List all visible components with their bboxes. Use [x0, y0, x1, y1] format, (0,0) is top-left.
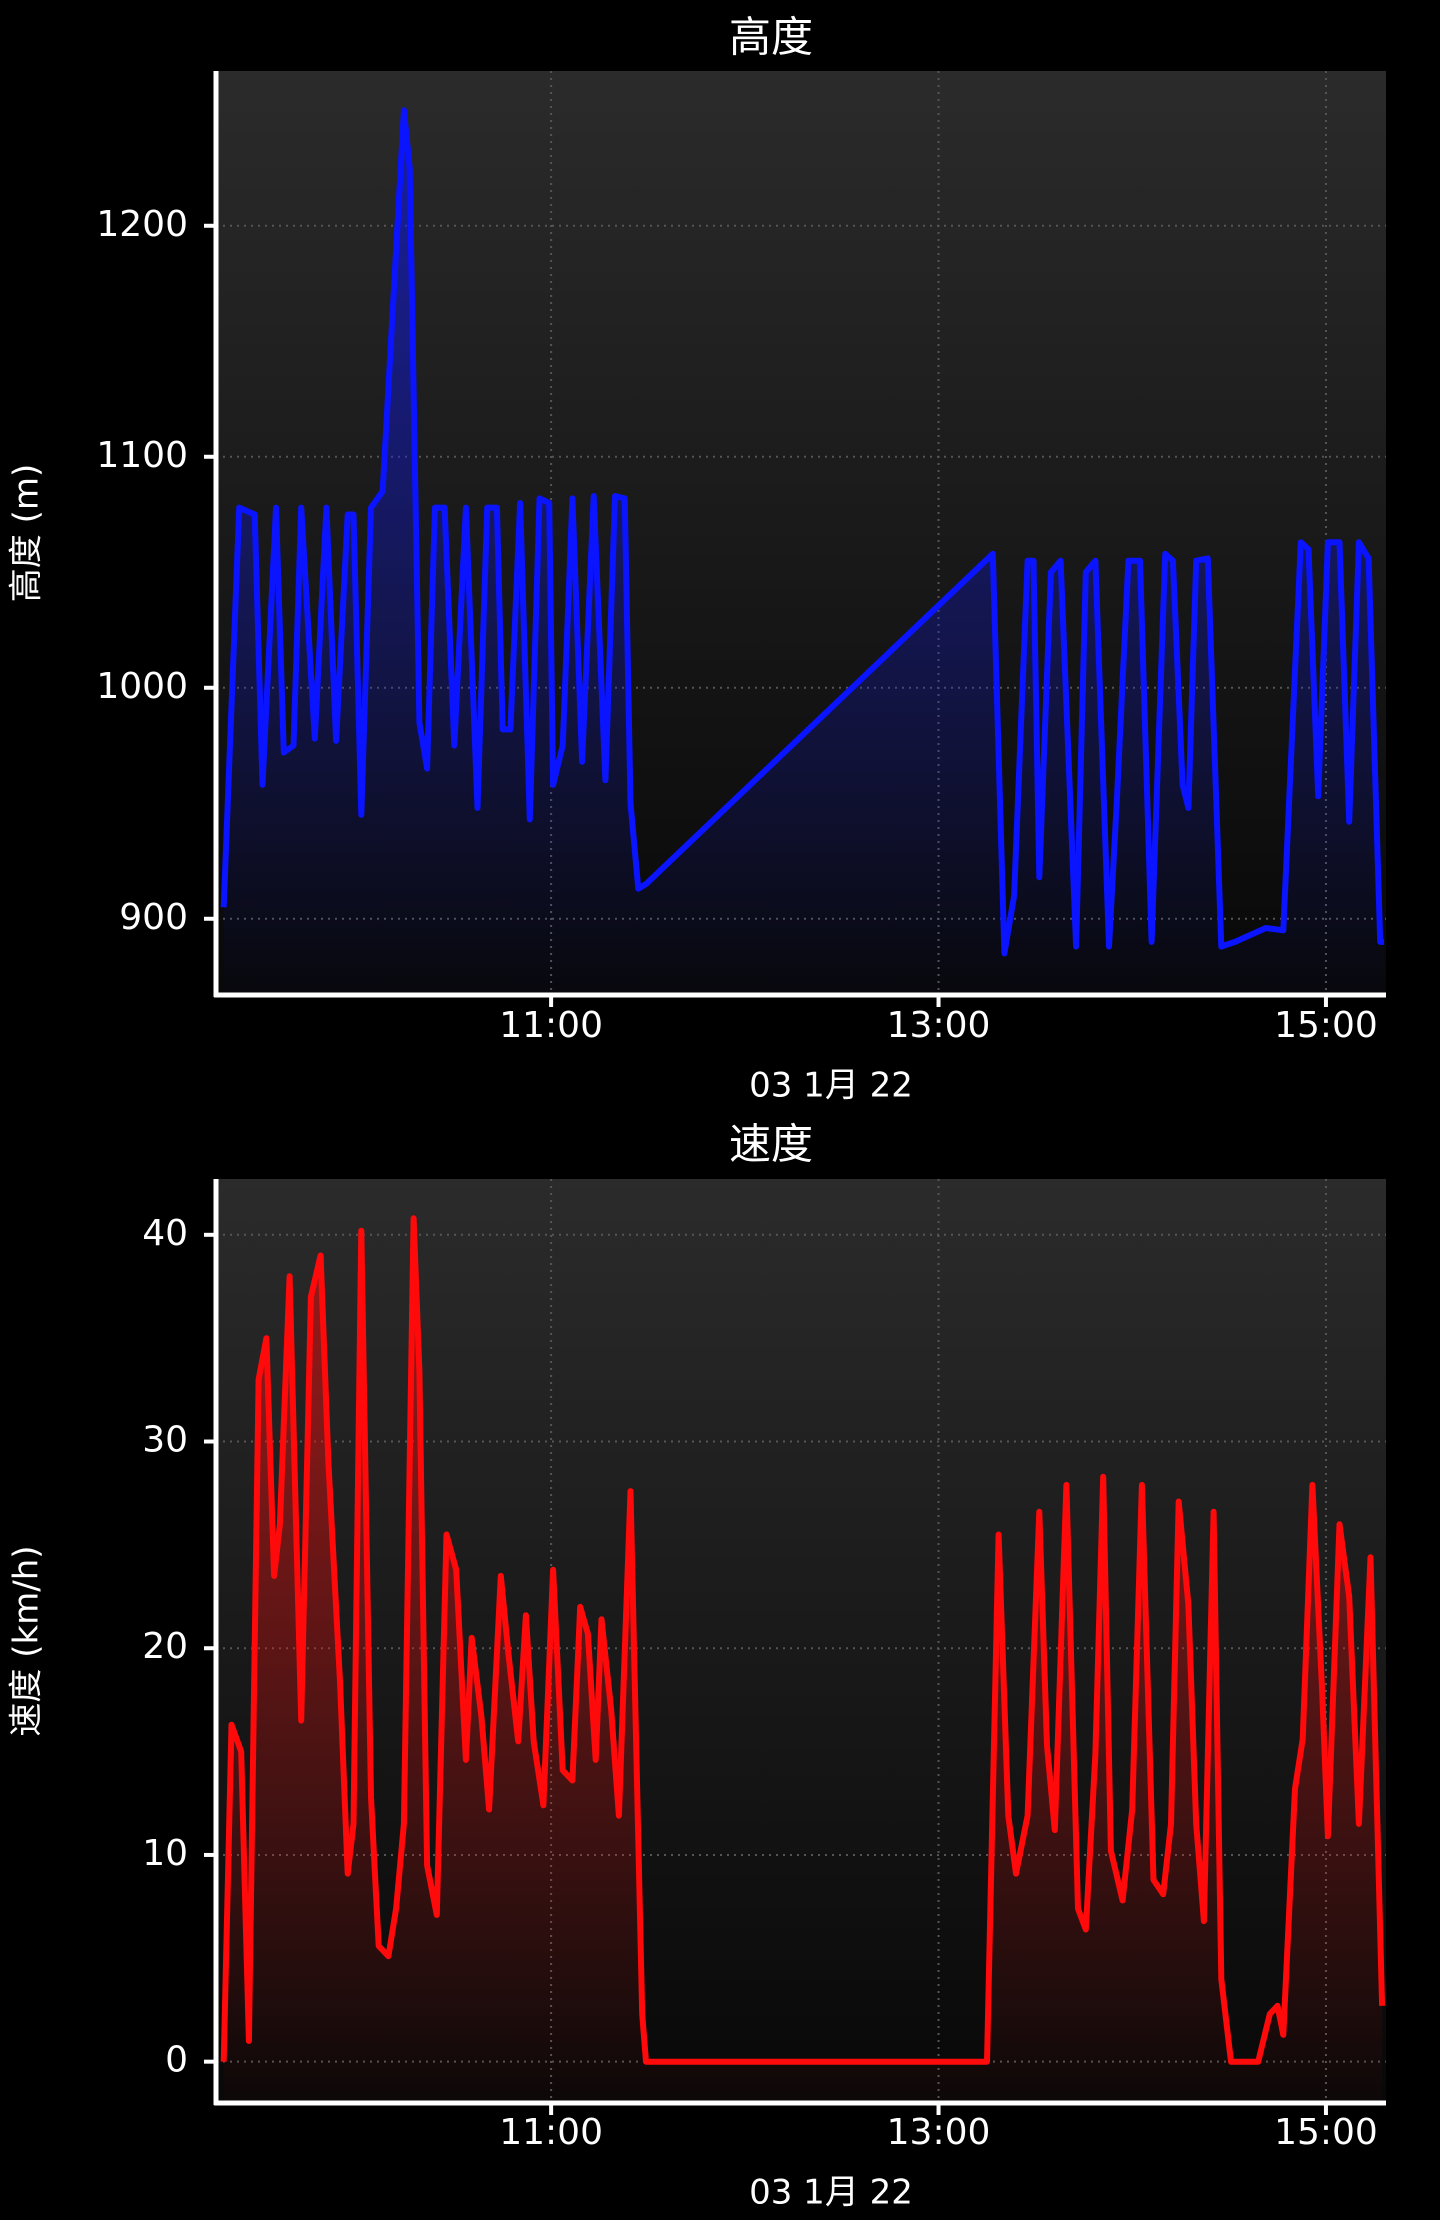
- y-tick-label: 40: [142, 1213, 188, 1254]
- x-tick-label: 15:00: [1274, 1005, 1378, 1046]
- data-line: [220, 107, 1385, 957]
- x-tick-label: 13:00: [887, 2112, 991, 2153]
- y-tick-label: 10: [142, 1833, 188, 1874]
- x-tick-label: 11:00: [499, 2112, 603, 2153]
- area-fill: [223, 1218, 1383, 2103]
- y-tick-label: 1200: [96, 204, 188, 245]
- y-tick-label: 30: [142, 1420, 188, 1461]
- x-tick-label: 11:00: [499, 1005, 603, 1046]
- y-axis-label: 速度 (km/h): [7, 1545, 47, 1736]
- y-tick-label: 900: [119, 897, 188, 938]
- x-axis-label: 03 1月 22: [749, 2173, 913, 2213]
- chart-title: 高度: [729, 13, 813, 62]
- x-axis-label: 03 1月 22: [749, 1066, 913, 1106]
- chart-title: 速度: [729, 1120, 813, 1169]
- y-tick-label: 20: [142, 1626, 188, 1667]
- y-tick-label: 1000: [96, 666, 188, 707]
- y-tick-label: 1100: [96, 435, 188, 476]
- x-tick-label: 15:00: [1274, 2112, 1378, 2153]
- data-line: [220, 1215, 1386, 2065]
- x-tick-label: 13:00: [887, 1005, 991, 1046]
- y-axis-label: 高度 (m): [7, 464, 47, 602]
- y-tick-label: 0: [165, 2040, 188, 2081]
- area-fill: [223, 110, 1385, 996]
